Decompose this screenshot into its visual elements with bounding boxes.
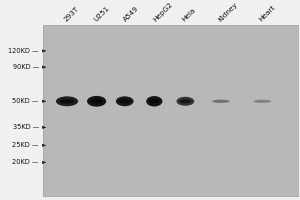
Text: 35KD —: 35KD —	[13, 124, 39, 130]
Text: 293T: 293T	[63, 6, 80, 23]
Text: 20KD —: 20KD —	[12, 159, 39, 165]
Ellipse shape	[212, 100, 230, 103]
Text: Heart: Heart	[258, 4, 277, 23]
Ellipse shape	[176, 97, 194, 106]
Text: 50KD —: 50KD —	[12, 98, 39, 104]
Ellipse shape	[90, 99, 103, 104]
Ellipse shape	[87, 96, 106, 107]
Ellipse shape	[254, 100, 271, 103]
Ellipse shape	[116, 96, 134, 106]
Text: 90KD —: 90KD —	[13, 64, 39, 70]
Text: 25KD —: 25KD —	[12, 142, 39, 148]
Ellipse shape	[56, 96, 78, 106]
Ellipse shape	[149, 99, 160, 104]
Text: U251: U251	[92, 5, 110, 23]
Text: Hela: Hela	[181, 7, 197, 23]
FancyBboxPatch shape	[44, 25, 299, 196]
Ellipse shape	[146, 96, 163, 106]
Text: HepG2: HepG2	[152, 1, 173, 23]
Text: A549: A549	[122, 5, 140, 23]
Text: Kidney: Kidney	[217, 1, 238, 23]
Ellipse shape	[180, 99, 191, 103]
Text: 120KD —: 120KD —	[8, 48, 39, 54]
Ellipse shape	[119, 99, 130, 104]
Ellipse shape	[60, 99, 74, 104]
